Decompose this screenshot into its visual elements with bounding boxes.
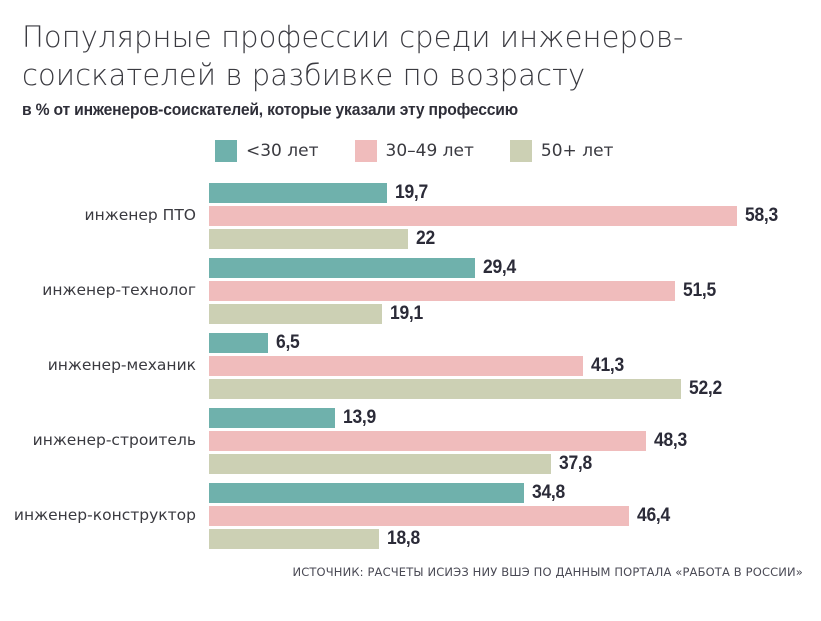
bar-value-label: 46,4 — [636, 505, 670, 527]
bar-row: 52,2 — [209, 378, 821, 401]
bar-group: инженер ПТО 19,7 58,3 22 — [0, 178, 821, 253]
chart-header: Популярные профессии среди инженеров-сои… — [0, 0, 821, 120]
bar-row: 41,3 — [209, 355, 821, 378]
bar-value-label: 48,3 — [654, 430, 688, 452]
bar[interactable] — [209, 529, 380, 550]
category-label: инженер-конструктор — [13, 506, 196, 525]
bar-row: 46,4 — [209, 505, 821, 528]
legend-swatch-icon — [354, 139, 377, 162]
bar-row: 19,7 — [209, 182, 821, 205]
bar[interactable] — [209, 483, 524, 504]
legend-item[interactable]: 30–49 лет — [354, 139, 474, 162]
bar-value-label: 34,8 — [531, 482, 565, 504]
legend-item-label: 50+ лет — [540, 140, 614, 161]
bar[interactable] — [209, 206, 737, 227]
source-note: ИСТОЧНИК: РАСЧЕТЫ ИСИЭЗ НИУ ВШЭ ПО ДАННЫ… — [292, 565, 803, 579]
bar-value-label: 52,2 — [689, 378, 723, 400]
category-label: инженер-механик — [47, 356, 196, 375]
bar[interactable] — [209, 454, 552, 475]
bar-value-label: 13,9 — [342, 407, 376, 429]
bar-value-label: 29,4 — [483, 257, 516, 279]
category-label: инженер-строитель — [32, 431, 196, 450]
bar-row: 34,8 — [209, 482, 821, 505]
bar[interactable] — [209, 431, 647, 452]
legend-item[interactable]: <30 лет — [215, 139, 319, 162]
category-label: инженер-технолог — [42, 281, 196, 300]
chart-plot-area: инженер ПТО 19,7 58,3 22 инженер-технолог 29,… — [0, 178, 821, 553]
bar-row: 48,3 — [209, 430, 821, 453]
bar-value-label: 22 — [416, 228, 435, 250]
bar-row: 51,5 — [209, 280, 821, 303]
bar-value-label: 37,8 — [559, 453, 592, 475]
bar-value-label: 19,7 — [395, 182, 429, 204]
bar-stack: 13,9 48,3 37,8 — [209, 407, 821, 476]
page-title: Популярные профессии среди инженеров-сои… — [22, 20, 684, 93]
bar-row: 13,9 — [209, 407, 821, 430]
bar-row: 18,8 — [209, 528, 821, 551]
bar-value-label: 51,5 — [683, 280, 716, 302]
bar-value-label: 18,8 — [387, 528, 421, 550]
bar[interactable] — [209, 258, 476, 279]
bar[interactable] — [209, 506, 629, 527]
bar[interactable] — [209, 408, 335, 429]
bar-row: 19,1 — [209, 303, 821, 326]
bar-row: 6,5 — [209, 332, 821, 355]
bar[interactable] — [209, 333, 268, 354]
bar-value-label: 41,3 — [590, 355, 624, 377]
bar[interactable] — [209, 229, 409, 250]
legend-swatch-icon — [509, 139, 532, 162]
bar[interactable] — [209, 304, 382, 325]
bar-row: 37,8 — [209, 453, 821, 476]
bar-row: 29,4 — [209, 257, 821, 280]
bar-value-label: 58,3 — [744, 205, 778, 227]
bar-stack: 19,7 58,3 22 — [209, 182, 821, 251]
bar-stack: 29,4 51,5 19,1 — [209, 257, 821, 326]
bar-row: 22 — [209, 228, 821, 251]
legend-item[interactable]: 50+ лет — [509, 139, 614, 162]
legend-item-label: 30–49 лет — [385, 140, 474, 161]
bar-stack: 6,5 41,3 52,2 — [209, 332, 821, 401]
category-label: инженер ПТО — [84, 206, 196, 225]
bar[interactable] — [209, 379, 682, 400]
bar[interactable] — [209, 183, 388, 204]
bar-group: инженер-технолог 29,4 51,5 19,1 — [0, 253, 821, 328]
bar-group: инженер-механик 6,5 41,3 52,2 — [0, 328, 821, 403]
bar-value-label: 19,1 — [389, 303, 423, 325]
bar[interactable] — [209, 356, 583, 377]
chart-subtitle: в % от инженеров-соискателей, которые ук… — [22, 100, 518, 119]
bar-group: инженер-строитель 13,9 48,3 37,8 — [0, 403, 821, 478]
legend-item-label: <30 лет — [246, 140, 319, 161]
bar-group: инженер-конструктор 34,8 46,4 18,8 — [0, 478, 821, 553]
bar-row: 58,3 — [209, 205, 821, 228]
bar-value-label: 6,5 — [275, 332, 300, 354]
bar-stack: 34,8 46,4 18,8 — [209, 482, 821, 551]
bar[interactable] — [209, 281, 676, 302]
legend-swatch-icon — [215, 139, 237, 162]
chart-legend: <30 лет 30–49 лет 50+ лет — [215, 139, 821, 162]
